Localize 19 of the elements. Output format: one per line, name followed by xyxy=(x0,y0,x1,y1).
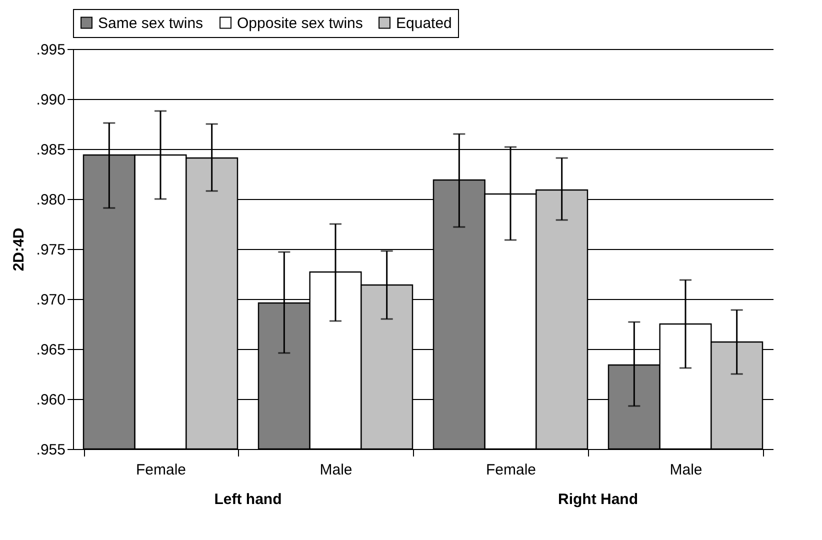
legend-label: Same sex twins xyxy=(98,14,204,32)
text: Right Hand xyxy=(558,491,638,508)
legend-label: Opposite sex twins xyxy=(237,14,363,32)
y-tick-label: .975 xyxy=(36,242,66,258)
y-tick-label: .965 xyxy=(36,342,66,358)
x-tick-label: Female xyxy=(486,462,536,478)
y-tick-label: .955 xyxy=(36,442,66,458)
text: Left hand xyxy=(214,491,282,508)
y-tick-label: .970 xyxy=(36,292,66,308)
x-tick-label: Female xyxy=(136,462,186,478)
y-axis-title: 2D:4D xyxy=(10,228,28,272)
legend-label: Equated xyxy=(396,14,452,32)
x-tick-label: Male xyxy=(670,462,702,478)
x-tick-label: Male xyxy=(320,462,352,478)
y-tick-label: .980 xyxy=(36,192,66,208)
y-tick-label: .990 xyxy=(36,92,66,108)
y-tick-label: .960 xyxy=(36,392,66,408)
y-tick-label: .985 xyxy=(36,142,66,158)
y-tick-label: .995 xyxy=(36,42,66,58)
